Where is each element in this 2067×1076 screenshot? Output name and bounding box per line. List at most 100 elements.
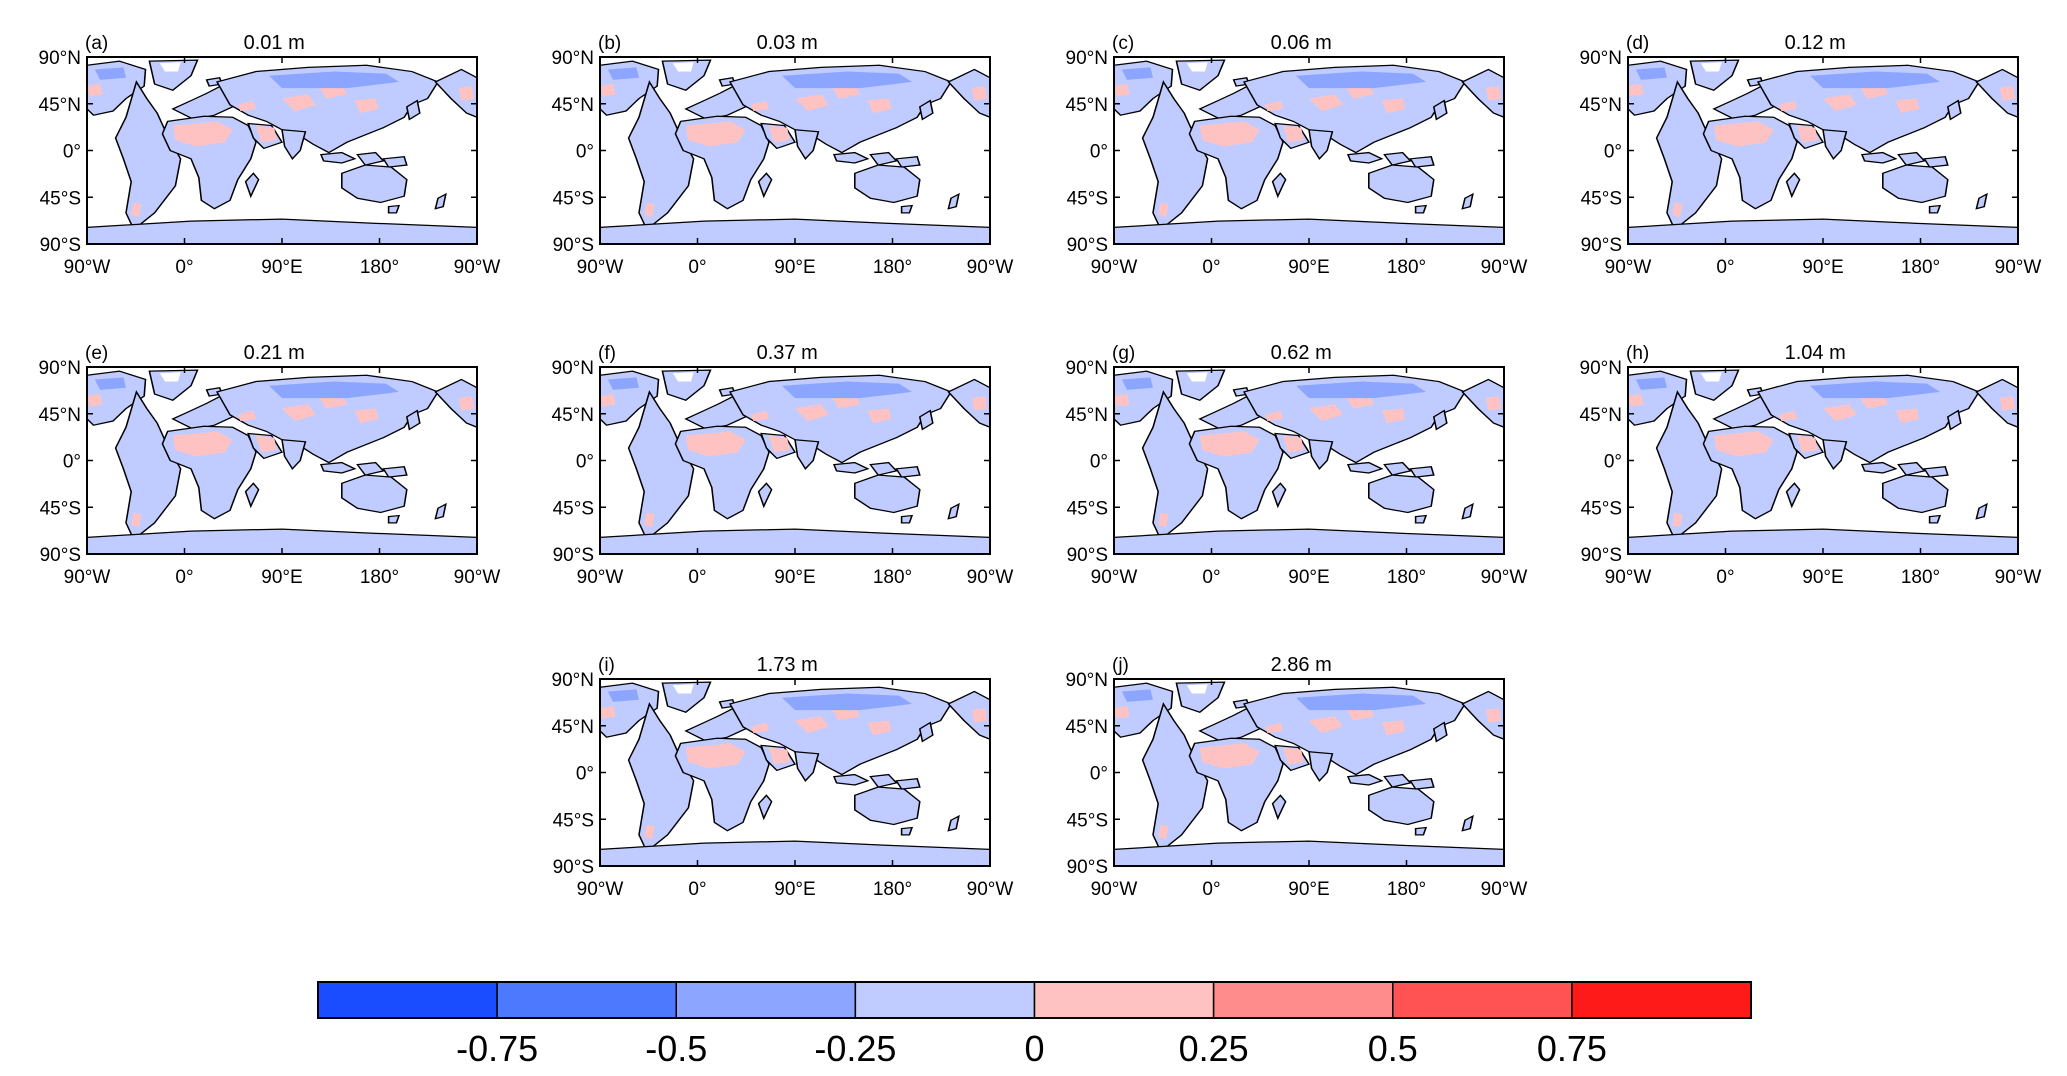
lat-tick-label: 45°S — [40, 498, 81, 519]
lat-tick-label: 90°N — [1580, 48, 1622, 69]
panel-title: 2.86 m — [1271, 654, 1332, 676]
lon-tick-label: 180° — [873, 879, 912, 900]
lat-tick-label: 45°N — [1066, 95, 1108, 116]
lon-tick-label: 0° — [175, 257, 193, 278]
lon-tick-label: 90°E — [774, 257, 815, 278]
lon-tick-label: 180° — [360, 257, 399, 278]
lon-tick-label: 90°E — [774, 567, 815, 588]
colorbar-label: 0.5 — [1368, 1028, 1418, 1069]
ice-patch — [1700, 62, 1722, 72]
lon-tick-label: 90°W — [967, 879, 1014, 900]
lat-tick-label: 0° — [1604, 452, 1622, 473]
panel-title: 0.62 m — [1271, 342, 1332, 364]
lon-tick-label: 180° — [873, 567, 912, 588]
lon-tick-label: 90°W — [577, 567, 624, 588]
lat-tick-label: 90°S — [553, 545, 594, 566]
lat-tick-label: 45°N — [1580, 405, 1622, 426]
panel-title: 0.12 m — [1785, 32, 1846, 54]
panel-title: 0.37 m — [757, 342, 818, 364]
lon-tick-label: 90°E — [1802, 257, 1843, 278]
ice-patch — [672, 684, 694, 694]
lon-tick-label: 180° — [1387, 879, 1426, 900]
panel-title: 0.01 m — [244, 32, 305, 54]
lat-tick-label: 45°N — [552, 405, 594, 426]
ice-patch — [159, 62, 181, 72]
lat-tick-label: 45°S — [553, 810, 594, 831]
panel-label: (j) — [1112, 655, 1129, 676]
lon-tick-label: 0° — [1202, 567, 1220, 588]
lat-tick-label: 90°S — [553, 235, 594, 256]
lon-tick-label: 90°W — [64, 567, 111, 588]
panel-title: 0.21 m — [244, 342, 305, 364]
lat-tick-label: 0° — [1090, 452, 1108, 473]
lon-tick-label: 90°W — [1481, 567, 1528, 588]
map-panel: 90°N45°N0°45°S90°S90°W 0° 90°E 180° 90°W(e) 0… — [39, 342, 501, 588]
lat-tick-label: 45°N — [552, 95, 594, 116]
map-panel: 90°N45°N0°45°S90°S90°W 0° 90°E 180° 90°W(c) 0… — [1066, 32, 1528, 278]
colorbar-label: 0.25 — [1179, 1028, 1249, 1069]
lon-tick-label: 90°W — [454, 567, 501, 588]
lat-tick-label: 90°N — [552, 48, 594, 69]
lat-tick-label: 45°S — [1067, 188, 1108, 209]
colorbar-segment — [496, 981, 677, 1019]
lon-tick-label: 180° — [1387, 257, 1426, 278]
lon-tick-label: 90°E — [1802, 567, 1843, 588]
lon-tick-label: 90°W — [1091, 567, 1138, 588]
lat-tick-label: 0° — [1604, 142, 1622, 163]
panel-label: (i) — [598, 655, 615, 676]
lat-tick-label: 45°S — [40, 188, 81, 209]
map-panel: 90°N45°N0°45°S90°S90°W 0° 90°E 180° 90°W(a) 0… — [39, 32, 501, 278]
lat-tick-label: 90°N — [39, 48, 81, 69]
lat-tick-label: 45°N — [1066, 717, 1108, 738]
lon-tick-label: 0° — [1202, 257, 1220, 278]
panel-title: 0.06 m — [1271, 32, 1332, 54]
lat-tick-label: 0° — [63, 142, 81, 163]
lon-tick-label: 90°W — [1605, 257, 1652, 278]
ice-patch — [1700, 372, 1722, 382]
colorbar-segment — [675, 981, 857, 1019]
panel-label: (b) — [598, 33, 621, 54]
lon-tick-label: 0° — [688, 879, 706, 900]
ice-patch — [672, 62, 694, 72]
lon-tick-label: 90°E — [774, 879, 815, 900]
colorbar-segment — [317, 981, 498, 1019]
ice-patch — [1186, 372, 1208, 382]
lon-tick-label: 180° — [873, 257, 912, 278]
lat-tick-label: 90°S — [1067, 235, 1108, 256]
panel-title: 1.73 m — [757, 654, 818, 676]
lat-tick-label: 0° — [1090, 764, 1108, 785]
map-panel: 90°N45°N0°45°S90°S90°W 0° 90°E 180° 90°W(i) 1… — [552, 654, 1014, 900]
lon-tick-label: 180° — [1387, 567, 1426, 588]
panel-label: (d) — [1626, 33, 1649, 54]
lon-tick-label: 90°W — [1481, 257, 1528, 278]
panel-label: (e) — [85, 343, 108, 364]
ice-patch — [672, 372, 694, 382]
colorbar-segment — [1571, 981, 1752, 1019]
lat-tick-label: 90°S — [1067, 545, 1108, 566]
lon-tick-label: 90°E — [261, 257, 302, 278]
colorbar: -0.75 -0.5 -0.25 0 0.25 0.5 0.75 — [317, 981, 1752, 1069]
colorbar-label: -0.25 — [814, 1028, 896, 1069]
lat-tick-label: 90°S — [1581, 235, 1622, 256]
lon-tick-label: 90°E — [1288, 879, 1329, 900]
lon-tick-label: 90°W — [1995, 257, 2042, 278]
lat-tick-label: 90°S — [1581, 545, 1622, 566]
lat-tick-label: 0° — [576, 764, 594, 785]
lon-tick-label: 0° — [1716, 567, 1734, 588]
lat-tick-label: 45°N — [552, 717, 594, 738]
lat-tick-label: 90°S — [40, 235, 81, 256]
lon-tick-label: 180° — [1901, 567, 1940, 588]
lon-tick-label: 180° — [360, 567, 399, 588]
lon-tick-label: 90°W — [64, 257, 111, 278]
lat-tick-label: 45°N — [39, 95, 81, 116]
colorbar-label: -0.75 — [456, 1028, 538, 1069]
colorbar-frame — [317, 981, 1752, 1019]
lon-tick-label: 90°W — [1091, 257, 1138, 278]
lat-tick-label: 45°S — [553, 188, 594, 209]
map-panel: 90°N45°N0°45°S90°S90°W 0° 90°E 180° 90°W(f) 0… — [552, 342, 1014, 588]
lon-tick-label: 90°W — [967, 257, 1014, 278]
lon-tick-label: 90°W — [967, 567, 1014, 588]
colorbar-segment — [1212, 981, 1394, 1019]
panel-label: (h) — [1626, 343, 1649, 364]
